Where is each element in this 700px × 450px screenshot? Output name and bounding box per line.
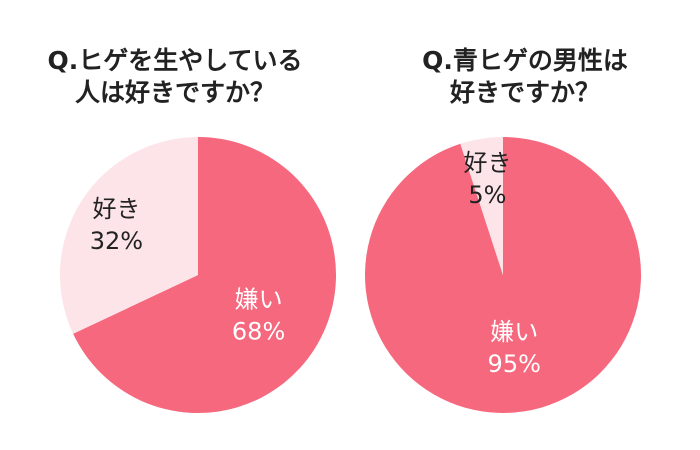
blue-beard-preference-chart: Q.青ヒゲの男性は 好きですか？ 嫌い 95% 好き 5% — [350, 0, 700, 450]
slice-value-dislike: 95% — [488, 350, 541, 378]
chart-title-line: Q.ヒゲを生やしている — [47, 46, 303, 75]
chart-title: Q.ヒゲを生やしている 人は好きですか？ — [0, 45, 350, 109]
pie-chart: 嫌い 68% 好き 32% — [59, 136, 337, 413]
chart-title-line: Q.青ヒゲの男性は — [422, 46, 628, 75]
chart-title-line: 好きですか？ — [449, 78, 600, 107]
slice-label-dislike: 嫌い — [490, 318, 538, 346]
pie-slice-like — [460, 137, 503, 275]
pie-chart: 嫌い 95% 好き 5% — [365, 137, 641, 414]
slice-value-like: 32% — [90, 227, 143, 255]
chart-title: Q.青ヒゲの男性は 好きですか？ — [350, 45, 700, 109]
pie-slice-like — [59, 136, 199, 334]
slice-value-like: 5% — [468, 181, 506, 209]
slice-label-like: 好き — [463, 149, 511, 177]
pie-slice-dislike — [73, 137, 337, 413]
slice-label-dislike: 嫌い — [235, 285, 283, 313]
chart-title-line: 人は好きですか？ — [74, 78, 275, 107]
slice-label-like: 好き — [92, 195, 140, 223]
pie-slice-dislike — [365, 137, 641, 414]
beard-preference-chart: Q.ヒゲを生やしている 人は好きですか？ 嫌い 68% 好き 32% — [0, 45, 350, 413]
slice-value-dislike: 68% — [232, 317, 285, 345]
